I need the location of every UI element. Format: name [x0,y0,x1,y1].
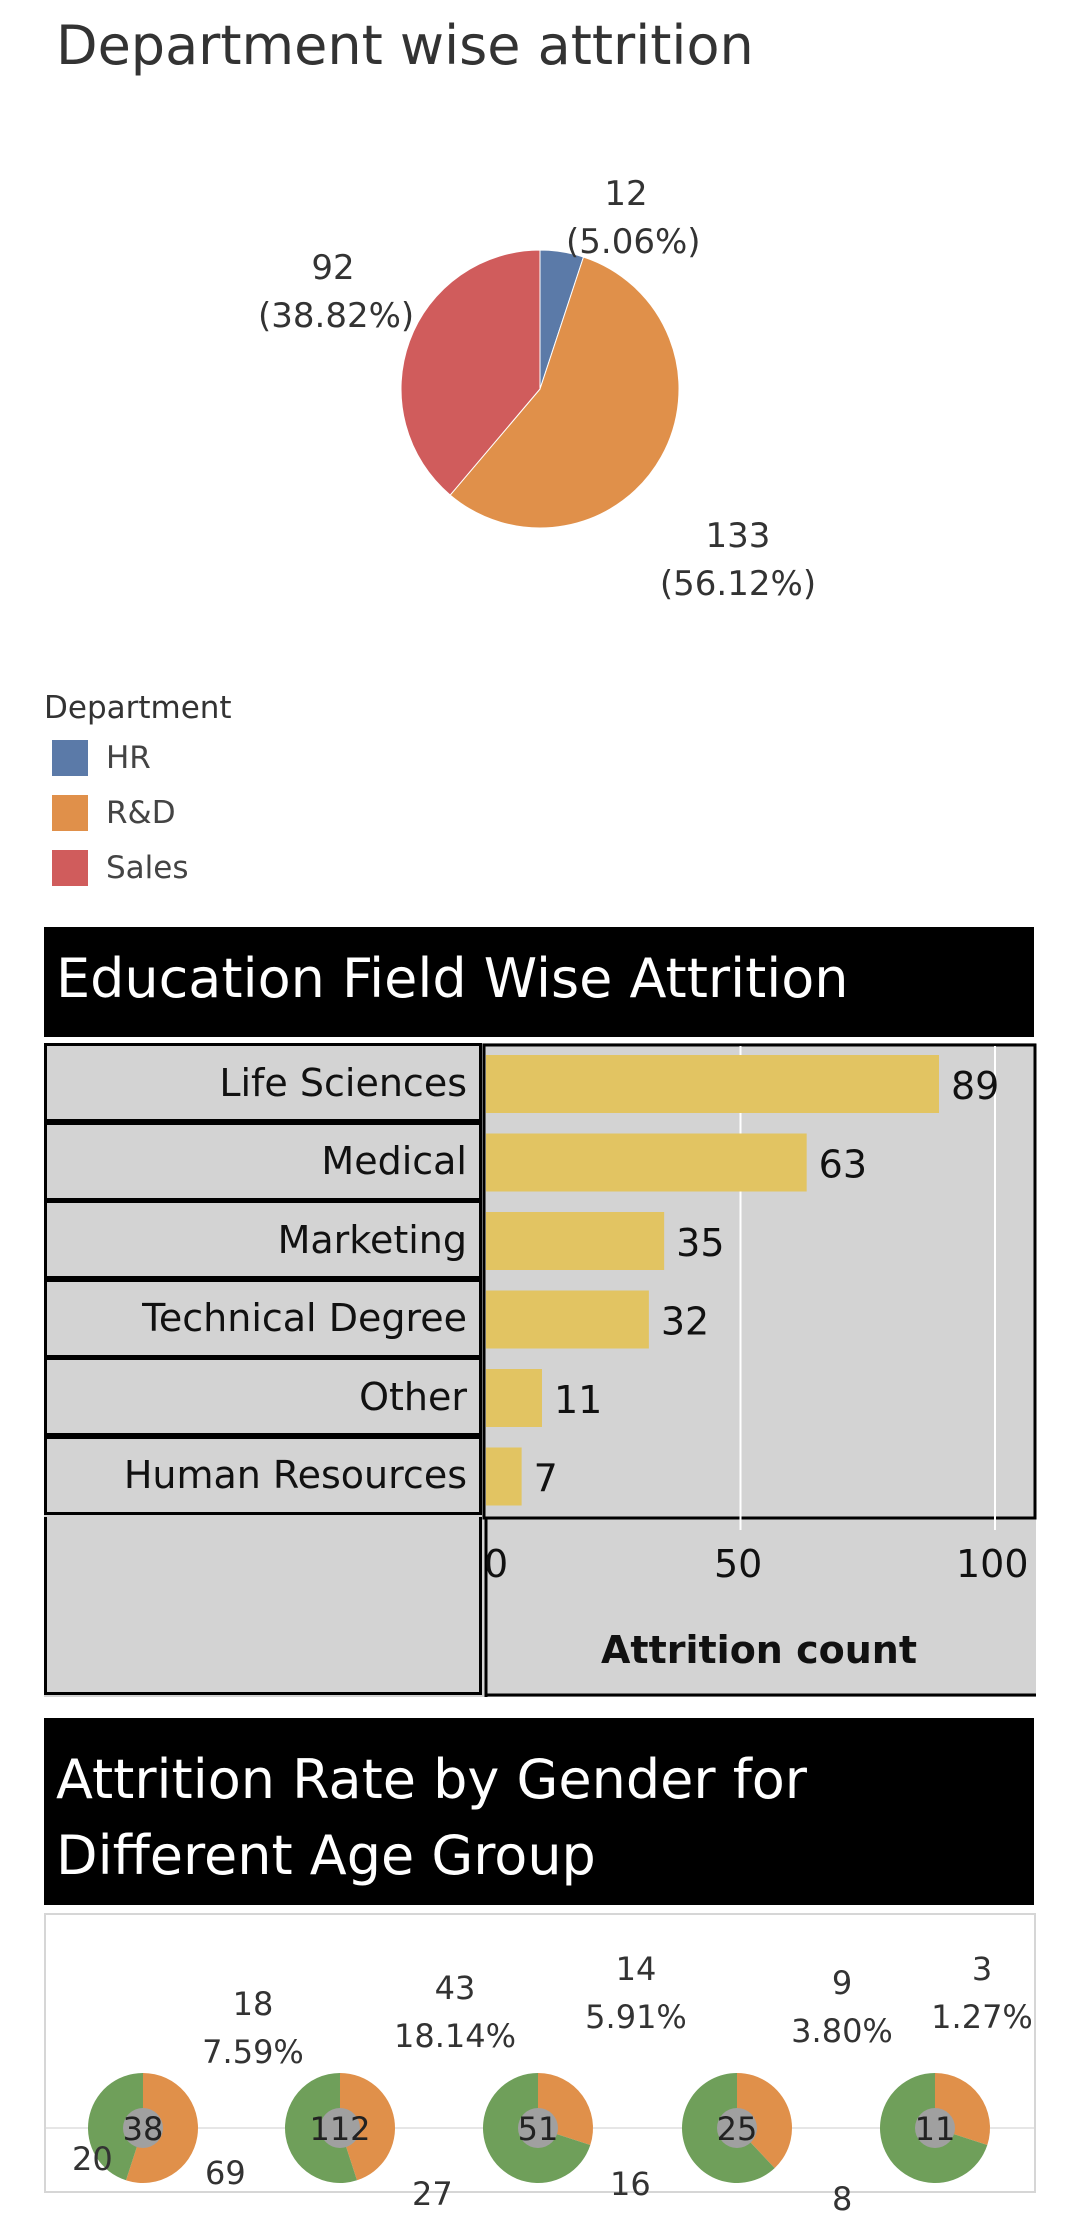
pie-label-rd-value: 133 [705,516,771,556]
age-pie-center [717,2108,757,2148]
age-pie-center [320,2108,360,2148]
plot-area [482,1043,1037,1520]
department-pie-chart [400,249,680,529]
age-group-top-label: 9 3.80% [762,1959,922,2055]
tick-label-0: 0 [484,1542,509,1586]
legend-label-rd: R&D [106,795,176,831]
category-label: Medical [44,1121,482,1201]
age-pie-center [123,2108,163,2148]
category-label: Life Sciences [44,1043,482,1122]
bar-marketing[interactable] [486,1212,665,1270]
x-axis-title: Attrition count [601,1628,917,1672]
age-pie-center-label: 38 [123,2110,164,2148]
legend-label-sales: Sales [106,850,189,886]
bar-other[interactable] [486,1369,542,1427]
bar-value-label: 32 [661,1300,709,1344]
age-group-bottom-label: 8 [832,2180,853,2218]
bar-technical-degree[interactable] [486,1290,649,1349]
age-pie-center [915,2108,955,2148]
age-pie-slice-male[interactable] [87,2073,143,2181]
pie-label-sales: 92 (38.82%) [258,244,415,340]
legend-swatch-hr [52,740,88,776]
category-label: Technical Degree [44,1278,482,1358]
bar-value-label: 89 [951,1064,999,1108]
pie-label-hr-pct: (5.06%) [566,222,701,262]
age-group-top-value: 9 [831,1964,853,2002]
category-label: Human Resources [44,1435,482,1515]
age-pie-slice-female[interactable] [340,2073,396,2181]
bar-value-label: 11 [554,1378,602,1422]
age-pie-center-label: 112 [309,2110,370,2148]
age-group-top-value: 14 [615,1950,657,1988]
legend-title: Department [44,690,232,726]
pie-slice-rd[interactable] [449,256,680,529]
legend-swatch-sales [52,850,88,886]
age-group-top-pct: 5.91% [585,1998,687,2036]
age-group-top-pct: 18.14% [393,2017,516,2055]
legend-item-rd[interactable]: R&D [52,793,176,833]
age-pie-center-label: 11 [915,2110,956,2148]
age-group-bottom-label: 16 [610,2165,651,2203]
age-pie-center-label: 51 [518,2110,559,2148]
legend-label-hr: HR [106,740,151,776]
legend-item-sales[interactable]: Sales [52,848,189,888]
bar-human-resources[interactable] [486,1447,522,1506]
pie-label-hr: 12 (5.06%) [566,170,701,266]
pie-slice-sales[interactable] [400,249,541,496]
pie-label-hr-value: 12 [604,174,648,214]
pie-label-sales-pct: (38.82%) [258,296,415,336]
age-group-top-value: 3 [971,1950,993,1988]
legend-swatch-rd [52,795,88,831]
age-pie-center-label: 25 [717,2110,758,2148]
age-group-top-label: 14 5.91% [556,1945,716,2041]
legend-item-hr[interactable]: HR [52,738,151,778]
bar-value-label: 7 [534,1457,558,1501]
age-group-bottom-label: 27 [412,2175,453,2213]
age-group-top-pct: 7.59% [202,2033,304,2071]
age-group-left-label: 20 [72,2140,113,2178]
education-banner: Education Field Wise Attrition [44,927,1034,1037]
education-bar-chart: 89 63 35 32 11 7 [482,1043,1037,1697]
age-group-top-value: 18 [232,1985,274,2023]
age-gender-banner: Attrition Rate by Gender for Different A… [44,1718,1034,1905]
age-gender-chart-title: Attrition Rate by Gender for Different A… [56,1748,807,1887]
age-pie-slice-female[interactable] [737,2073,793,2169]
bar-value-label: 63 [819,1143,867,1187]
department-chart-title: Department wise attrition [56,14,754,77]
category-label: Other [44,1357,482,1436]
age-group-top-pct: 1.27% [931,1998,1033,2036]
age-group-top-value: 43 [434,1969,476,2007]
pie-label-sales-value: 92 [311,248,355,288]
age-group-top-pct: 3.80% [791,2012,893,2050]
tick-label-50: 50 [714,1542,763,1586]
category-label: Marketing [44,1200,482,1279]
age-group-top-label: 3 1.27% [902,1945,1062,2041]
bar-medical[interactable] [486,1133,807,1192]
pie-label-rd-pct: (56.12%) [659,564,817,604]
pie-label-rd: 133 (56.12%) [658,512,818,608]
education-chart-title: Education Field Wise Attrition [56,947,849,1010]
age-group-bottom-label: 69 [205,2154,246,2192]
education-row-header-blank [44,1517,482,1695]
tick-label-100: 100 [956,1542,1029,1586]
age-group-top-label: 43 18.14% [375,1964,535,2060]
age-pie-center [518,2108,558,2148]
age-group-top-label: 18 7.59% [173,1980,333,2076]
bar-value-label: 35 [676,1221,724,1265]
bar-life-sciences[interactable] [486,1055,940,1113]
